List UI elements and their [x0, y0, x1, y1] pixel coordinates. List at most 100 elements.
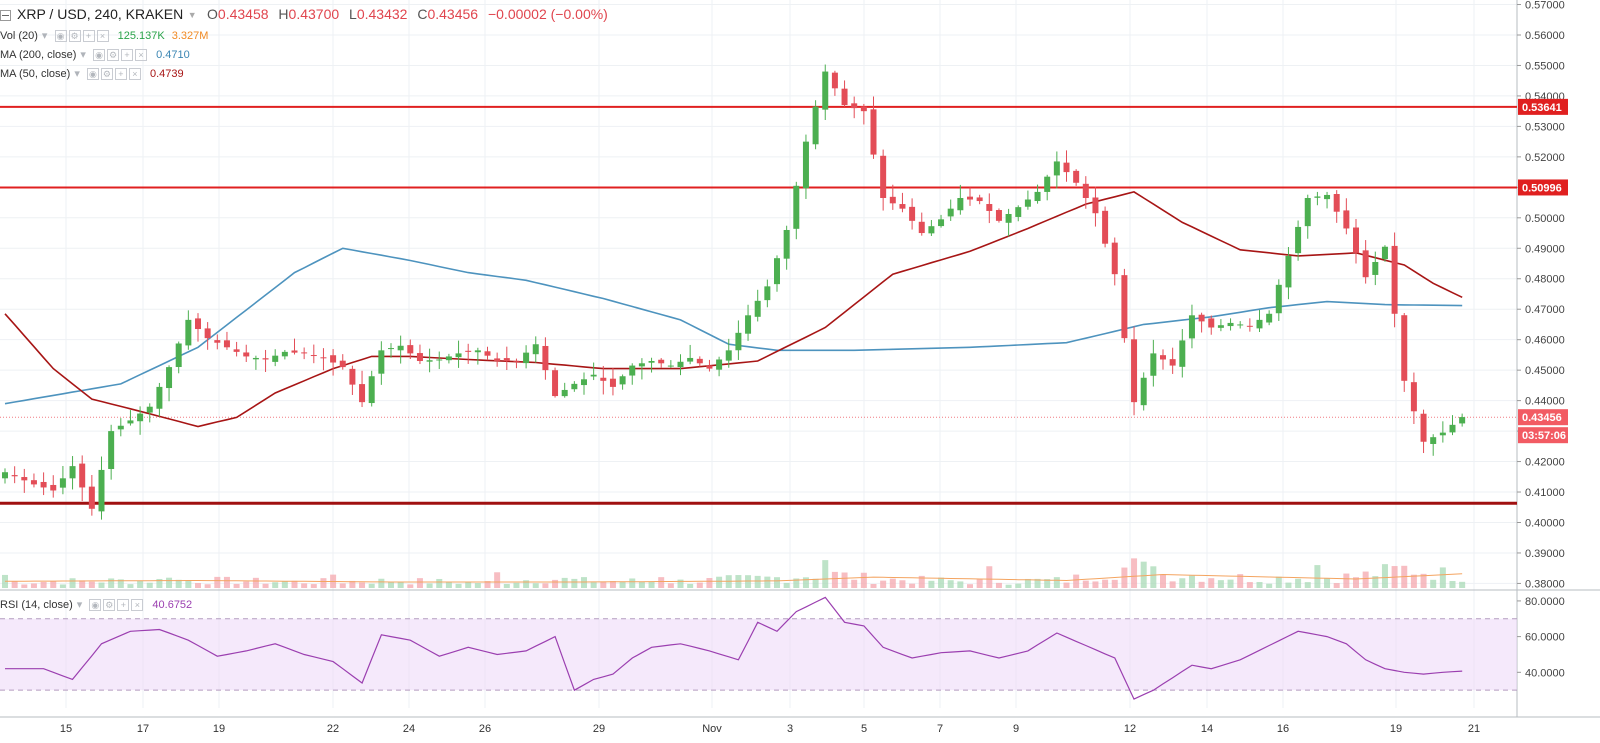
eye-icon[interactable]: ◉ — [89, 599, 102, 612]
close-icon[interactable]: × — [128, 68, 141, 81]
time-tick-label: 19 — [213, 723, 225, 735]
volume-bar — [648, 581, 655, 588]
candle-body — [301, 352, 308, 354]
volume-bar — [108, 578, 115, 588]
volume-bar — [1063, 582, 1070, 588]
time-tick-label: 17 — [137, 723, 149, 735]
volume-bar — [426, 583, 433, 588]
settings-icon[interactable]: ⚙ — [103, 599, 116, 612]
volume-bar — [1005, 584, 1012, 588]
candle-body — [677, 361, 684, 368]
open-label: O — [207, 6, 218, 22]
time-axis: 15 17 19 22 24 26 29 Nov 3 5 7 9 12 14 16 19 21 — [60, 723, 1480, 735]
candle-body — [764, 286, 771, 301]
candle-body — [1237, 324, 1244, 326]
candle-body — [484, 351, 491, 356]
volume-bar — [281, 581, 288, 588]
volume-bar — [957, 581, 964, 588]
open-value: 0.43458 — [217, 6, 269, 22]
candle-body — [21, 477, 28, 481]
candle-body — [851, 103, 858, 109]
candle-body — [494, 358, 501, 362]
time-tick-label: 5 — [861, 723, 867, 735]
candle-body — [11, 475, 18, 477]
volume-bar — [166, 577, 173, 588]
close-icon[interactable]: × — [96, 30, 109, 43]
chevron-down-icon[interactable]: ▾ — [76, 599, 83, 611]
settings-icon[interactable]: ⚙ — [100, 68, 113, 81]
add-icon[interactable]: + — [121, 49, 134, 62]
time-tick-label: 15 — [60, 723, 72, 735]
candle-body — [1459, 417, 1466, 424]
candle-body — [1034, 191, 1041, 202]
candle-body — [638, 363, 645, 367]
add-icon[interactable]: + — [117, 599, 130, 612]
volume-bar — [1140, 561, 1147, 588]
close-icon[interactable]: × — [131, 599, 144, 612]
volume-bar — [600, 581, 607, 588]
chevron-down-icon[interactable]: ▾ — [80, 49, 86, 61]
time-tick-label: 16 — [1277, 723, 1289, 735]
volume-bar — [494, 572, 501, 588]
candle-body — [1024, 199, 1031, 207]
candle-body — [127, 420, 134, 424]
collapse-icon[interactable] — [0, 9, 11, 21]
volume-bar — [185, 580, 192, 588]
price-tick-label: 0.57000 — [1525, 0, 1565, 12]
vol-label: Vol (20) — [0, 30, 38, 42]
volume-bar — [1217, 580, 1224, 588]
volume-bar — [774, 577, 780, 588]
volume-bar — [214, 576, 221, 588]
symbol-header: XRP / USD, 240, KRAKEN ▼ O0.43458 H0.4370… — [0, 6, 614, 22]
volume-bar — [1266, 583, 1273, 588]
candle-body — [204, 328, 211, 339]
candle-body — [1285, 255, 1292, 288]
volume-bar — [928, 580, 935, 588]
candle-body — [50, 484, 57, 491]
chevron-down-icon[interactable]: ▾ — [74, 68, 80, 80]
price-tick-label: 0.45000 — [1525, 365, 1565, 377]
volume-bar — [368, 583, 375, 588]
candle-body — [378, 350, 385, 374]
time-tick-label: 29 — [593, 723, 605, 735]
eye-icon[interactable]: ◉ — [54, 30, 67, 43]
volume-bar — [629, 578, 636, 588]
candle-body — [600, 377, 607, 381]
change-value: −0.00002 (−0.00%) — [487, 6, 608, 22]
candle-body — [330, 355, 337, 363]
close-icon[interactable]: × — [135, 49, 148, 62]
volume-bar — [137, 580, 144, 588]
volume-bar — [378, 578, 385, 588]
time-tick-label: 21 — [1468, 723, 1480, 735]
eye-icon[interactable]: ◉ — [86, 68, 99, 81]
settings-icon[interactable]: ⚙ — [107, 49, 120, 62]
volume-bar — [1439, 567, 1446, 588]
candle-body — [2, 472, 8, 479]
volume-bar — [523, 580, 530, 588]
volume-bar — [889, 578, 896, 588]
ma50-value: 0.4739 — [149, 68, 184, 80]
candle-body — [1256, 319, 1263, 329]
candle-body — [1362, 250, 1369, 278]
add-icon[interactable]: + — [82, 30, 95, 43]
eye-icon[interactable]: ◉ — [93, 49, 106, 62]
volume-bar — [1362, 571, 1369, 588]
volume-bar — [542, 583, 549, 588]
volume-bar — [98, 582, 105, 588]
candle-body — [243, 352, 250, 357]
price-tick-label: 0.46000 — [1525, 335, 1565, 347]
volume-bar — [1430, 579, 1437, 588]
candle-body — [609, 378, 616, 387]
price-tick-label: 0.39000 — [1525, 548, 1565, 560]
volume-bar — [339, 583, 346, 588]
chevron-down-icon[interactable]: ▾ — [41, 30, 48, 42]
chevron-down-icon[interactable]: ▼ — [187, 10, 197, 21]
add-icon[interactable]: + — [114, 68, 127, 81]
candle-body — [117, 425, 124, 430]
settings-icon[interactable]: ⚙ — [68, 30, 81, 43]
candle-body — [542, 345, 549, 371]
price-tick-label: 0.55000 — [1525, 60, 1565, 72]
candle-body — [860, 106, 867, 112]
close-value: 0.43456 — [427, 6, 479, 22]
